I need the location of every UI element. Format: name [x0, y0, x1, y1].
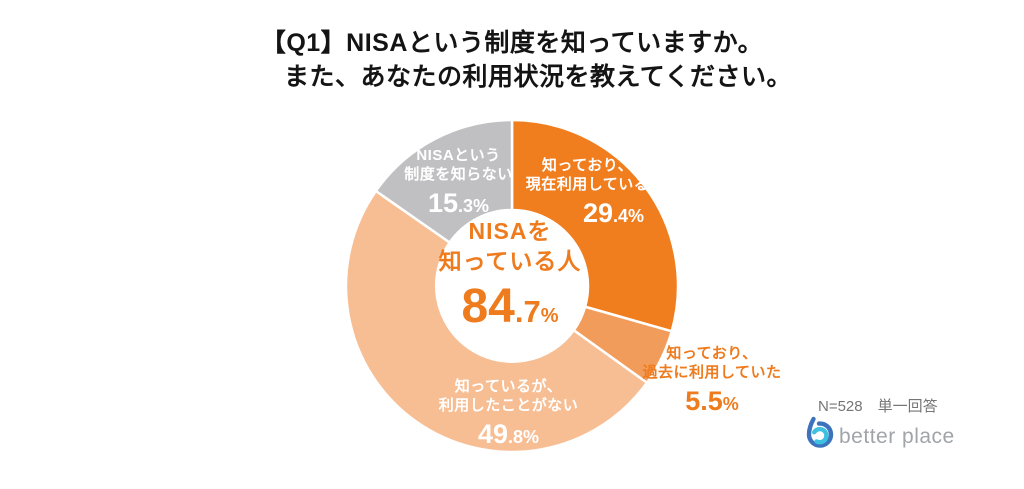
segment-label-line: 利用したことがない: [438, 397, 579, 414]
betterplace-logo-mark-icon: [802, 416, 835, 458]
segment-label-dont-know-nisa: NISAという 制度を知らない 15.3%: [371, 146, 546, 223]
betterplace-logo: better place: [802, 416, 955, 458]
center-label-line: 知っている人: [438, 248, 582, 274]
segment-label-line: 知っているが、: [454, 378, 563, 395]
segment-label-line: 現在利用している: [525, 176, 650, 193]
segment-label-currently-using: 知っており、 現在利用している 29.4%: [500, 156, 675, 233]
center-label: NISAを 知っている人 84.7%: [408, 216, 612, 345]
segment-label-line: 知っており、: [666, 345, 758, 362]
logo-text: better place: [839, 425, 955, 448]
sample-size-note: N=528 単一回答: [818, 398, 938, 415]
segment-label-line: NISAという: [416, 147, 501, 164]
segment-percent: 5.5%: [685, 386, 739, 416]
chart-title-line2: また、あなたの利用状況を教えてください。: [283, 63, 792, 91]
pie-segment-2: [344, 189, 649, 454]
segment-label-line: 制度を知らない: [404, 166, 513, 183]
segment-percent: 29.4%: [582, 198, 645, 228]
segment-label-line: 知っており、: [541, 157, 634, 174]
segment-percent: 15.3%: [427, 188, 490, 218]
center-percent: 84.7%: [461, 280, 559, 333]
chart-title: 【Q1】NISAという制度を知っていますか。 また、あなたの利用状況を教えてくだ…: [0, 26, 1024, 94]
segment-percent: 49.8%: [477, 419, 540, 449]
segment-label-line: 過去に利用していた: [642, 364, 782, 381]
pie-segment-3: [374, 118, 514, 244]
chart-title-line1: 【Q1】NISAという制度を知っていますか。: [260, 29, 764, 57]
segment-label-used-in-past: 知っており、 過去に利用していた 5.5%: [622, 344, 802, 421]
center-label-line: NISAを: [468, 218, 552, 244]
segment-label-know-but-never-used: 知っているが、 利用したことがない 49.8%: [416, 377, 601, 454]
pie-segment-0: [510, 118, 680, 333]
